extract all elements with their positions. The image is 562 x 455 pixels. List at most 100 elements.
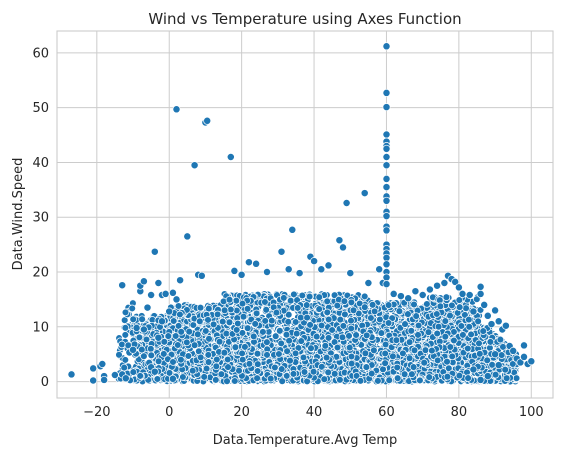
data-point — [310, 257, 319, 266]
data-point — [171, 332, 180, 340]
data-point — [168, 288, 177, 297]
data-point — [501, 365, 509, 374]
data-point — [433, 329, 441, 338]
data-point — [340, 297, 349, 305]
data-point — [321, 342, 330, 350]
data-point — [213, 310, 222, 319]
data-point — [412, 312, 420, 320]
data-point — [410, 300, 418, 309]
data-point — [374, 377, 382, 385]
data-point — [464, 374, 472, 382]
data-point — [382, 196, 391, 205]
data-point — [154, 279, 163, 287]
data-point — [249, 332, 258, 341]
data-point — [136, 372, 144, 380]
data-point — [202, 364, 211, 373]
data-point — [450, 336, 458, 345]
data-point — [442, 293, 451, 301]
data-point — [121, 324, 130, 332]
data-point — [278, 377, 286, 385]
data-point — [288, 225, 297, 234]
data-point — [253, 374, 261, 382]
data-point — [462, 304, 470, 312]
data-point — [172, 105, 181, 114]
data-point — [384, 301, 393, 309]
data-point — [160, 350, 168, 358]
data-point — [455, 303, 464, 311]
data-point — [347, 298, 356, 307]
data-point — [382, 183, 391, 192]
data-point — [293, 304, 302, 312]
data-point — [475, 339, 483, 348]
data-point — [142, 335, 151, 344]
data-point — [262, 306, 270, 314]
data-point — [479, 327, 487, 335]
data-point — [381, 340, 390, 349]
data-point — [443, 372, 452, 381]
data-point — [230, 266, 239, 275]
data-point — [367, 369, 376, 378]
data-point — [361, 349, 370, 358]
data-point — [271, 332, 280, 340]
data-point — [375, 265, 384, 274]
data-point — [147, 351, 156, 360]
data-point — [129, 315, 137, 324]
data-point — [239, 312, 248, 321]
data-point — [436, 296, 444, 304]
data-point — [335, 236, 344, 245]
data-point — [389, 352, 397, 361]
data-point — [177, 355, 185, 364]
data-point — [121, 331, 130, 339]
data-point — [98, 360, 107, 368]
data-point — [218, 317, 227, 326]
data-point — [276, 327, 284, 335]
data-point — [261, 298, 269, 306]
data-point — [183, 338, 191, 347]
data-point — [290, 290, 298, 299]
data-point — [441, 317, 450, 325]
data-point — [190, 161, 199, 170]
data-point — [457, 322, 466, 330]
data-point — [252, 309, 261, 318]
data-point — [238, 349, 246, 358]
data-point — [416, 376, 424, 385]
data-point — [318, 363, 326, 371]
data-point — [409, 363, 418, 371]
data-point — [189, 321, 198, 329]
data-point — [128, 304, 136, 313]
data-point — [138, 345, 146, 354]
data-point — [317, 265, 326, 274]
data-point — [292, 329, 301, 338]
data-point — [424, 328, 433, 336]
data-point — [364, 279, 373, 287]
data-point — [323, 308, 332, 317]
data-point — [280, 294, 288, 302]
data-point — [333, 343, 342, 352]
data-point — [385, 376, 393, 384]
data-point — [215, 337, 224, 346]
data-point — [404, 310, 412, 318]
data-point — [121, 374, 130, 383]
data-point — [253, 367, 262, 375]
data-point — [225, 295, 234, 304]
data-point — [328, 326, 336, 334]
data-point — [414, 321, 423, 330]
data-point — [277, 339, 285, 348]
data-point — [154, 333, 163, 342]
data-point — [89, 376, 98, 385]
data-point — [338, 333, 347, 342]
data-point — [347, 359, 356, 368]
data-point — [333, 301, 342, 310]
data-point — [382, 161, 391, 170]
data-point — [268, 316, 276, 325]
data-point — [289, 370, 298, 378]
data-point — [202, 327, 210, 335]
data-point — [203, 116, 212, 125]
data-point — [121, 308, 130, 317]
data-point — [138, 315, 146, 323]
data-point — [465, 315, 473, 324]
data-point — [324, 334, 333, 342]
data-point — [376, 315, 384, 324]
data-point — [382, 144, 391, 153]
